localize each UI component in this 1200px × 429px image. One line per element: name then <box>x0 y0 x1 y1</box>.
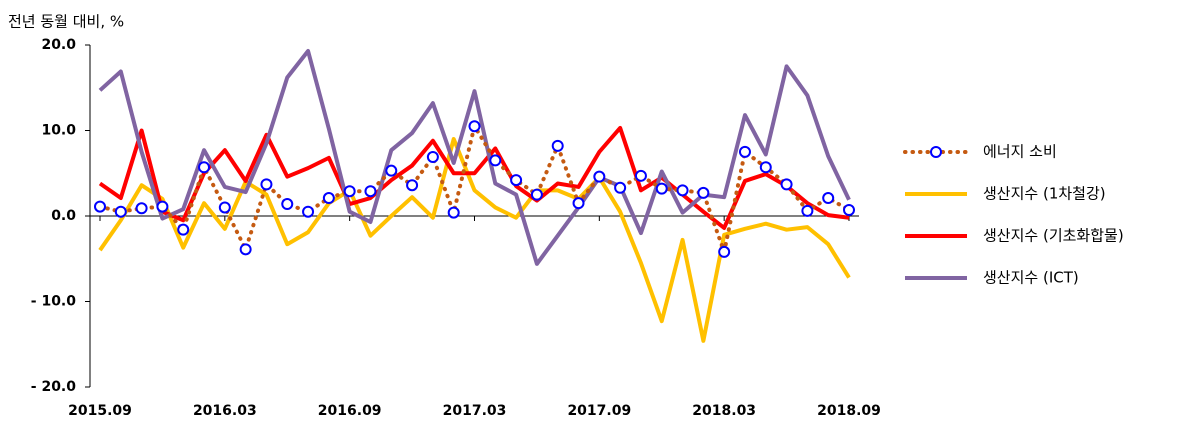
series-marker <box>843 204 855 217</box>
series-marker <box>343 185 356 198</box>
x-tick-label: 2018.03 <box>692 403 756 419</box>
series-marker <box>593 170 606 183</box>
y-tick-label: - 10.0 <box>31 294 76 310</box>
x-tick-label: 2018.09 <box>817 403 881 419</box>
series-marker <box>94 200 106 213</box>
series-marker <box>676 184 689 197</box>
series-marker <box>510 174 523 187</box>
x-tick-label: 2017.03 <box>443 403 507 419</box>
x-tick-label: 2016.09 <box>318 403 382 419</box>
series-marker <box>489 154 502 167</box>
series-marker <box>572 197 585 210</box>
series-marker <box>281 198 294 211</box>
legend-label: 생산지수 (기초화합물) <box>983 227 1124 245</box>
series-marker <box>801 204 814 217</box>
series-marker <box>697 186 710 199</box>
series-marker <box>634 169 647 182</box>
series-marker <box>198 161 211 174</box>
legend-label: 에너지 소비 <box>983 143 1057 161</box>
series-marker <box>406 179 419 192</box>
series-line <box>98 137 851 343</box>
series-marker <box>468 120 481 133</box>
y-axis-label: 전년 동월 대비, % <box>8 13 124 31</box>
y-tick-label: 20.0 <box>41 37 76 53</box>
series-line <box>98 48 851 266</box>
series-marker <box>822 192 835 205</box>
y-tick-label: - 20.0 <box>31 379 76 395</box>
series-marker <box>322 192 335 205</box>
series-marker <box>738 145 751 158</box>
y-tick-label: 0.0 <box>51 208 76 224</box>
series-marker <box>364 185 377 198</box>
x-tick-label: 2016.03 <box>193 403 257 419</box>
series-marker <box>530 188 543 201</box>
series-marker <box>177 223 190 236</box>
series-marker <box>780 178 793 191</box>
series-marker <box>614 181 627 194</box>
legend-marker <box>930 146 942 158</box>
series-marker <box>239 243 252 256</box>
series-marker <box>759 161 772 174</box>
series-line <box>98 125 850 230</box>
series-marker <box>426 151 439 164</box>
series-marker <box>114 205 127 218</box>
series-marker <box>260 178 273 191</box>
series-marker <box>447 206 460 219</box>
x-tick-label: 2017.09 <box>567 403 631 419</box>
series-marker <box>718 245 731 258</box>
series-marker <box>302 205 315 218</box>
series-marker <box>551 139 564 152</box>
series-marker <box>156 200 169 213</box>
series-marker <box>135 202 148 215</box>
x-tick-label: 2015.09 <box>68 403 132 419</box>
series-marker <box>218 201 231 214</box>
series-marker <box>655 182 668 195</box>
series-marker <box>385 164 398 177</box>
legend-label: 생산지수 (1차철강) <box>983 185 1106 203</box>
y-tick-label: 10.0 <box>41 123 76 139</box>
legend-label: 생산지수 (ICT) <box>983 269 1079 287</box>
